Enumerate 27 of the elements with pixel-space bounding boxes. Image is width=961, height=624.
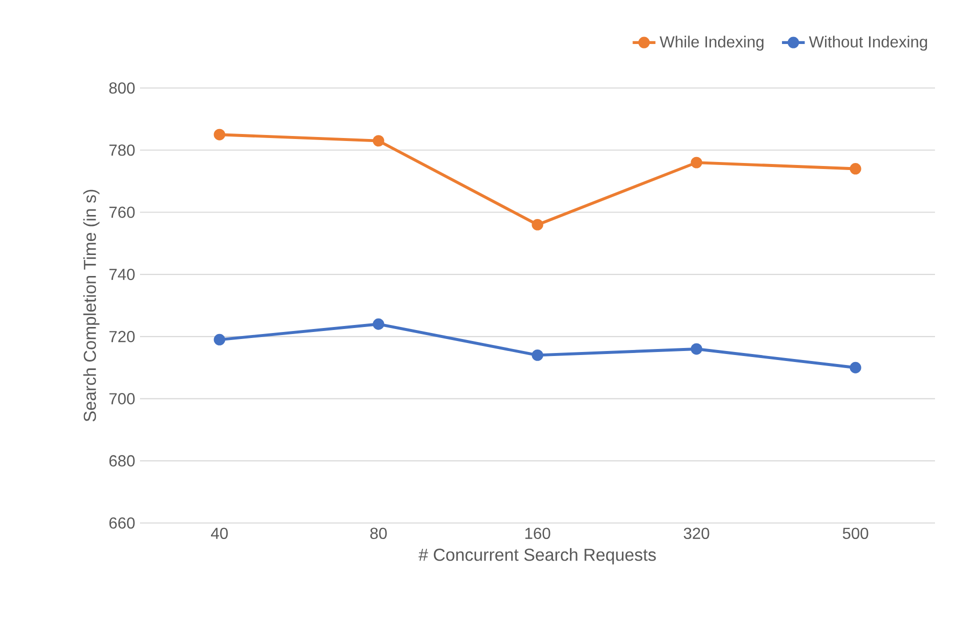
x-tick-label: 320: [684, 528, 710, 540]
point: [372, 318, 384, 330]
x-axis-title: # Concurrent Search Requests: [418, 548, 656, 564]
y-tick-label: 740: [109, 268, 135, 280]
y-tick-label: 660: [109, 517, 135, 529]
x-tick-label: 500: [842, 528, 868, 540]
y-tick-label: 760: [109, 206, 135, 218]
x-tick-label: 160: [525, 528, 550, 540]
y-tick-label: 680: [109, 455, 135, 466]
point: [850, 362, 862, 374]
point: [850, 163, 862, 175]
point: [214, 128, 226, 140]
y-tick-label: 780: [109, 144, 135, 156]
legend-label: While Indexing: [660, 36, 764, 51]
x-tick-label: 40: [210, 528, 228, 540]
x-tick-label: 80: [370, 528, 387, 540]
y-tick-label: 800: [109, 82, 135, 94]
point: [532, 349, 544, 361]
legend-label: Without Indexing: [808, 36, 927, 51]
point: [690, 343, 702, 355]
point: [214, 334, 226, 346]
point: [532, 218, 544, 230]
point: [690, 156, 702, 168]
y-tick-label: 700: [109, 393, 135, 404]
point: [372, 135, 384, 147]
y-tick-label: 720: [109, 330, 135, 342]
y-axis-title: Search Completion Time (in s): [83, 190, 100, 422]
